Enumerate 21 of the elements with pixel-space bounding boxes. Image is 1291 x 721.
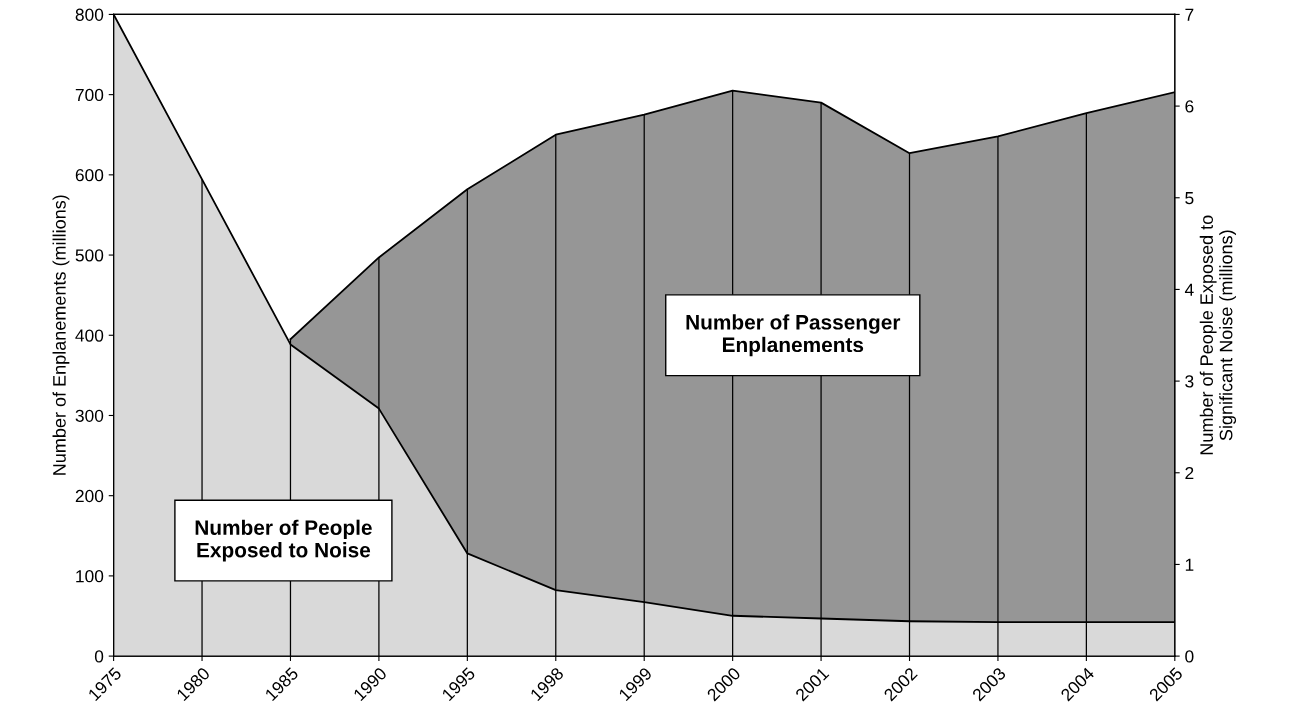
y2-tick-label: 2 <box>1185 466 1194 480</box>
y2-tick-label: 0 <box>1185 650 1194 663</box>
y2-tick-label: 1 <box>1185 558 1194 571</box>
series-label: Number of People Exposed to Noise <box>195 519 372 562</box>
y2-tick-label: 3 <box>1185 375 1194 388</box>
y-tick-label: 500 <box>75 249 104 262</box>
y2-tick-label: 4 <box>1184 283 1194 296</box>
y2-tick-label: 5 <box>1185 192 1194 205</box>
y-tick-label: 200 <box>75 489 104 503</box>
y-tick-label: 600 <box>75 169 104 182</box>
y-tick-label: 300 <box>75 409 104 422</box>
y-tick-label: 800 <box>75 8 104 21</box>
y-tick-label: 400 <box>75 329 104 342</box>
y2-tick-label: 6 <box>1185 100 1194 113</box>
y-tick-label: 100 <box>76 570 104 583</box>
y-tick-label: 700 <box>75 88 104 102</box>
y2-axis-title: Number of People Exposed to Significant Noise (millions) <box>1199 215 1237 455</box>
series-label: Number of Passenger Enplanements <box>686 314 901 357</box>
y-tick-label: 0 <box>94 650 104 663</box>
y-axis-title: Number of Enplanements (millions) <box>52 195 70 475</box>
y2-tick-label: 7 <box>1185 8 1194 21</box>
